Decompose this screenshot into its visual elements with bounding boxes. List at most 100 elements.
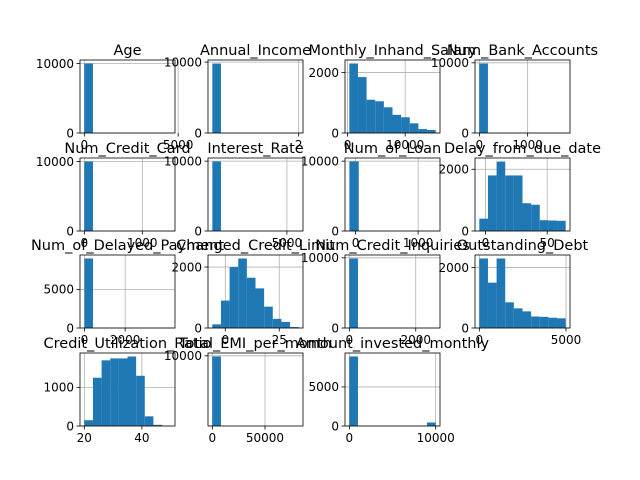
x-tick-label: 0 xyxy=(345,431,353,445)
histogram-bar xyxy=(427,422,436,426)
y-tick-label: 10000 xyxy=(164,55,202,69)
y-tick-label: 2000 xyxy=(171,260,202,274)
axes-frame xyxy=(207,157,304,232)
subplot-title: Num_Bank_Accounts xyxy=(447,43,598,59)
histogram-bar xyxy=(496,161,506,231)
histogram-bar xyxy=(212,356,221,426)
subplot-title: Num_Credit_Inquiries xyxy=(315,238,470,254)
y-tick-label: 10000 xyxy=(36,155,74,169)
histogram-bar xyxy=(392,114,402,133)
histogram-bar xyxy=(557,220,566,231)
axes-frame xyxy=(474,254,571,329)
histogram-bar xyxy=(531,316,540,328)
histogram-bar xyxy=(127,356,137,426)
histogram-bar xyxy=(144,416,154,426)
x-tick-label: 40 xyxy=(134,431,149,445)
histogram-bar xyxy=(557,318,566,328)
subplot-title: Delay_from_due_date xyxy=(444,141,601,157)
x-tick-label: 10000 xyxy=(386,138,424,152)
axes-frame xyxy=(344,157,441,232)
subplot-title: Annual_Income xyxy=(200,43,311,59)
histogram-bar xyxy=(548,220,558,231)
x-tick-label: 25 xyxy=(272,333,287,347)
y-tick-label: 0 xyxy=(461,321,469,335)
histogram-bar xyxy=(101,360,111,426)
y-tick-label: 0 xyxy=(66,224,74,238)
histogram-bar xyxy=(418,129,428,133)
axes-frame xyxy=(79,59,176,134)
histogram-bar xyxy=(513,175,523,231)
histogram-bar xyxy=(487,282,497,328)
histogram-bar xyxy=(548,317,558,328)
histogram-bar xyxy=(272,318,282,328)
y-tick-label: 5000 xyxy=(308,380,339,394)
y-tick-label: 0 xyxy=(331,126,339,140)
histogram-bar xyxy=(366,99,376,133)
x-tick-label: 2000 xyxy=(110,333,141,347)
histogram-bar xyxy=(479,63,488,134)
y-tick-label: 10000 xyxy=(431,56,469,70)
y-tick-label: 0 xyxy=(331,224,339,238)
histogram-bar xyxy=(255,288,265,328)
y-tick-label: 0 xyxy=(461,224,469,238)
x-tick-label: 0 xyxy=(482,236,490,250)
histogram-bar xyxy=(84,420,93,426)
subplot-title: Total_EMI_per_month xyxy=(178,336,332,352)
histogram-bar xyxy=(212,63,221,134)
y-tick-label: 5000 xyxy=(43,283,74,297)
histogram-bar xyxy=(401,117,410,133)
histogram-bar xyxy=(153,424,163,426)
axes-frame xyxy=(207,352,304,427)
histogram-bar xyxy=(290,327,299,328)
x-tick-label: 50000 xyxy=(246,431,284,445)
x-tick-label: 1000 xyxy=(403,236,434,250)
axes-frame xyxy=(207,59,304,134)
histogram-bar xyxy=(220,300,230,328)
axes-frame xyxy=(474,157,571,232)
histogram-bar xyxy=(479,218,488,231)
histogram-bar xyxy=(487,175,497,231)
x-tick-label: 0 xyxy=(345,333,353,347)
histogram-bar xyxy=(383,107,393,133)
histogram-bar xyxy=(349,258,358,328)
histogram-bar xyxy=(513,308,523,328)
histogram-bar xyxy=(505,302,514,328)
y-tick-label: 0 xyxy=(66,321,74,335)
y-tick-label: 10000 xyxy=(301,154,339,168)
y-tick-label: 10000 xyxy=(301,251,339,265)
histogram-bar xyxy=(212,324,221,328)
x-tick-label: 5000 xyxy=(163,138,194,152)
x-tick-label: 0 xyxy=(80,138,88,152)
subplot-title: Age xyxy=(113,43,141,59)
x-tick-label: 0 xyxy=(221,333,229,347)
x-tick-label: 1000 xyxy=(512,138,543,152)
histogram-bar xyxy=(539,316,549,328)
histogram-bar xyxy=(246,277,256,328)
subplot-title: Num_of_Loan xyxy=(344,141,441,157)
y-tick-label: 10000 xyxy=(36,57,74,71)
x-tick-label: 1000 xyxy=(127,236,158,250)
x-tick-label: 2 xyxy=(295,138,303,152)
y-tick-label: 2000 xyxy=(308,66,339,80)
histogram-bar xyxy=(531,204,540,231)
histogram-bar xyxy=(375,101,384,133)
x-tick-label: 5000 xyxy=(551,333,582,347)
axes-frame xyxy=(474,59,571,134)
subplot-title: Amount_invested_monthly xyxy=(296,336,490,352)
y-tick-label: 0 xyxy=(461,126,469,140)
subplot-title: Changed_Credit_Limit xyxy=(176,238,335,254)
histogram-bar xyxy=(84,63,93,133)
x-tick-label: 0 xyxy=(476,138,484,152)
axes-frame xyxy=(344,59,441,134)
histogram-bar xyxy=(522,203,532,231)
histogram-bar xyxy=(427,129,436,133)
x-tick-label: 0 xyxy=(476,333,484,347)
x-tick-label: 50 xyxy=(540,236,555,250)
y-tick-label: 1000 xyxy=(43,381,74,395)
histogram-bar xyxy=(264,306,273,328)
y-tick-label: 0 xyxy=(66,419,74,433)
axes-frame xyxy=(79,352,176,427)
x-tick-label: 0 xyxy=(208,431,216,445)
y-tick-label: 10000 xyxy=(164,349,202,363)
